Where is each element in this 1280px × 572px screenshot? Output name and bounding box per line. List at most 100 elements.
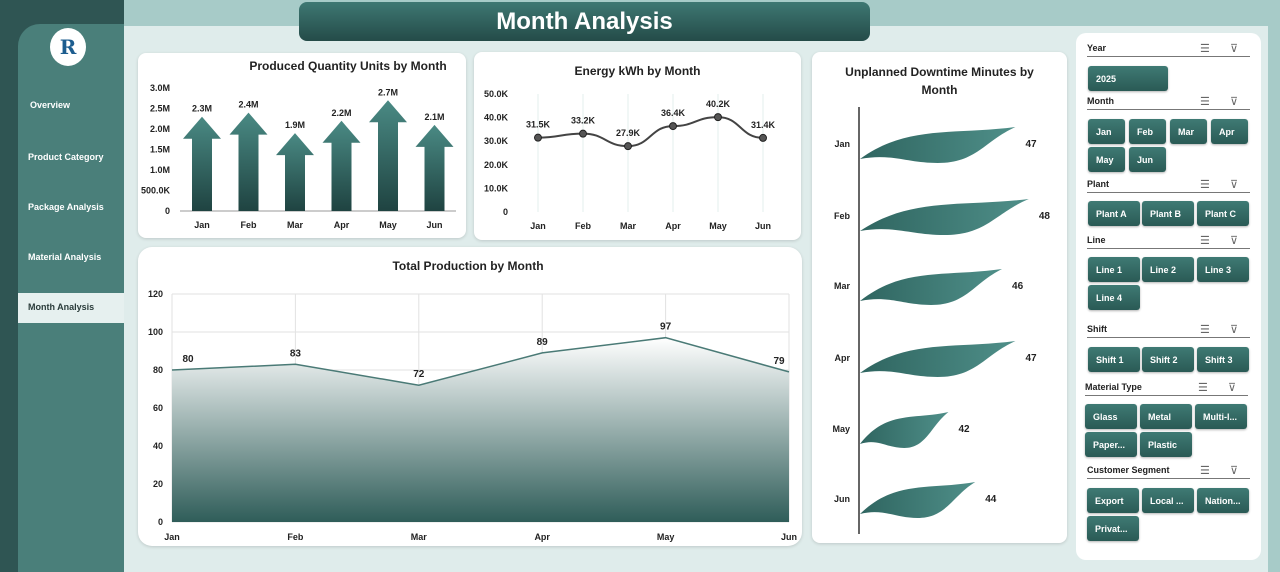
x-tick-label: Apr xyxy=(334,220,350,230)
nav-overview[interactable]: Overview xyxy=(30,100,71,110)
slicer-item-button[interactable]: Local ... xyxy=(1142,488,1194,513)
y-tick-label: Apr xyxy=(835,353,851,363)
slicer-item-button[interactable]: Plastic xyxy=(1140,432,1192,457)
multi-select-icon[interactable]: ☰ xyxy=(1200,235,1210,247)
y-tick-label: 30.0K xyxy=(484,136,509,146)
slicer-item-button[interactable]: Line 4 xyxy=(1088,285,1140,310)
slicer-item-button[interactable]: Shift 2 xyxy=(1142,347,1194,372)
chart-title: Total Production by Month xyxy=(392,259,544,273)
flag-bar-mar xyxy=(860,269,1003,305)
nav-material-analysis[interactable]: Material Analysis xyxy=(28,252,102,262)
clear-filter-icon[interactable]: ⊽ xyxy=(1228,382,1237,394)
y-tick-label: May xyxy=(832,424,850,434)
arrow-bar-jun xyxy=(415,124,454,211)
nav-package-analysis[interactable]: Package Analysis xyxy=(28,202,104,212)
chart-title: Unplanned Downtime Minutes by Month xyxy=(845,65,1034,97)
y-tick-label: 50.0K xyxy=(484,89,509,99)
clear-filter-icon[interactable]: ⊽ xyxy=(1230,96,1239,108)
data-label: 2.2M xyxy=(331,108,351,118)
multi-select-icon[interactable]: ☰ xyxy=(1200,43,1210,55)
total-production-chart: 0 20 40 60 80 100 120 80 Jan 83 Feb 72 Mar 89 Apr 97 May… xyxy=(148,289,797,542)
slicer-item-button[interactable]: Export xyxy=(1087,488,1139,513)
x-tick-label: Jun xyxy=(426,220,442,230)
y-tick-label: 2.5M xyxy=(150,104,170,114)
data-point-jan xyxy=(534,133,542,142)
slicer-item-button[interactable]: Jun xyxy=(1129,147,1166,172)
slicer-item-button[interactable]: Privat... xyxy=(1087,516,1139,541)
slicer-item-button[interactable]: Plant C xyxy=(1197,201,1249,226)
slicer-item-button[interactable]: 2025 xyxy=(1088,66,1168,91)
x-tick-label: Mar xyxy=(411,532,428,542)
multi-select-icon[interactable]: ☰ xyxy=(1200,465,1210,477)
multi-select-icon[interactable]: ☰ xyxy=(1198,382,1208,394)
data-point-apr xyxy=(669,122,677,131)
slicer-item-button[interactable]: Jan xyxy=(1088,119,1125,144)
data-label: 2.7M xyxy=(378,87,398,97)
x-tick-label: May xyxy=(379,220,397,230)
x-tick-label: Apr xyxy=(665,221,681,231)
y-tick-label: 2.0M xyxy=(150,124,170,134)
nav-product-category[interactable]: Product Category xyxy=(28,152,104,162)
y-tick-label: 120 xyxy=(148,289,163,299)
slicer-item-button[interactable]: Plant A xyxy=(1088,201,1140,226)
slicer-item-button[interactable]: Nation... xyxy=(1197,488,1249,513)
clear-filter-icon[interactable]: ⊽ xyxy=(1230,179,1239,191)
produced-quantity-chart: 0 500.0K 1.0M 1.5M 2.0M 2.5M 3.0M 2.3M Jan 2.4M Fe… xyxy=(141,83,456,230)
data-label: 1.9M xyxy=(285,120,305,130)
data-label: 72 xyxy=(413,369,425,380)
y-tick-label: Mar xyxy=(834,281,851,291)
multi-select-icon[interactable]: ☰ xyxy=(1200,324,1210,336)
data-point-feb xyxy=(579,129,587,138)
right-strip xyxy=(1268,26,1280,572)
data-label: 36.4K xyxy=(661,108,686,118)
slicer-header-line: Line xyxy=(1087,235,1250,249)
data-label: 2.3M xyxy=(192,104,212,114)
x-tick-label: Feb xyxy=(575,221,592,231)
arrow-bar-jan xyxy=(183,116,221,211)
data-label: 83 xyxy=(290,348,302,359)
slicer-item-button[interactable]: Glass xyxy=(1085,404,1137,429)
slicer-item-button[interactable]: Metal xyxy=(1140,404,1192,429)
y-tick-label: Jun xyxy=(834,494,850,504)
slicer-item-button[interactable]: May xyxy=(1088,147,1125,172)
x-tick-label: Jan xyxy=(194,220,210,230)
slicer-header-month: Month xyxy=(1087,96,1250,110)
slicer-item-button[interactable]: Line 2 xyxy=(1142,257,1194,282)
y-tick-label: 60 xyxy=(153,403,163,413)
clear-filter-icon[interactable]: ⊽ xyxy=(1230,324,1239,336)
nav-month-analysis[interactable]: Month Analysis xyxy=(18,293,124,323)
slicer-header-year: Year xyxy=(1087,43,1250,57)
chart-title: Produced Quantity Units by Month xyxy=(249,59,447,73)
y-tick-label: 40 xyxy=(153,441,163,451)
arrow-bar-apr xyxy=(322,120,361,211)
slicer-item-button[interactable]: Shift 3 xyxy=(1197,347,1249,372)
data-label: 31.5K xyxy=(526,120,551,130)
energy-card: Energy kWh by Month 0 10.0K 20.0K 30.0K 40.0… xyxy=(474,52,801,240)
x-tick-label: Jun xyxy=(781,532,797,542)
slicer-item-button[interactable]: Apr xyxy=(1211,119,1248,144)
flag-bar-apr xyxy=(860,341,1016,377)
clear-filter-icon[interactable]: ⊽ xyxy=(1230,235,1239,247)
slicer-item-button[interactable]: Line 1 xyxy=(1088,257,1140,282)
slicer-header-plant: Plant xyxy=(1087,179,1250,193)
y-tick-label: 0 xyxy=(503,207,508,217)
clear-filter-icon[interactable]: ⊽ xyxy=(1230,43,1239,55)
multi-select-icon[interactable]: ☰ xyxy=(1200,96,1210,108)
area-fill xyxy=(172,337,789,522)
slicer-item-button[interactable]: Line 3 xyxy=(1197,257,1249,282)
slicer-item-button[interactable]: Paper... xyxy=(1085,432,1137,457)
slicer-item-button[interactable]: Mar xyxy=(1170,119,1207,144)
x-tick-label: Jan xyxy=(530,221,546,231)
clear-filter-icon[interactable]: ⊽ xyxy=(1230,465,1239,477)
slicer-item-button[interactable]: Feb xyxy=(1129,119,1166,144)
slicer-item-button[interactable]: Plant B xyxy=(1142,201,1194,226)
slicer-item-button[interactable]: Shift 1 xyxy=(1088,347,1140,372)
y-tick-label: 1.5M xyxy=(150,145,170,155)
produced-quantity-card: Produced Quantity Units by Month 0 500.0K… xyxy=(138,53,466,238)
y-tick-label: 3.0M xyxy=(150,83,170,93)
data-label: 89 xyxy=(537,337,549,348)
chart-title: Energy kWh by Month xyxy=(574,64,701,78)
slicer-item-button[interactable]: Multi-l... xyxy=(1195,404,1247,429)
multi-select-icon[interactable]: ☰ xyxy=(1200,179,1210,191)
data-point-jun xyxy=(759,133,767,142)
